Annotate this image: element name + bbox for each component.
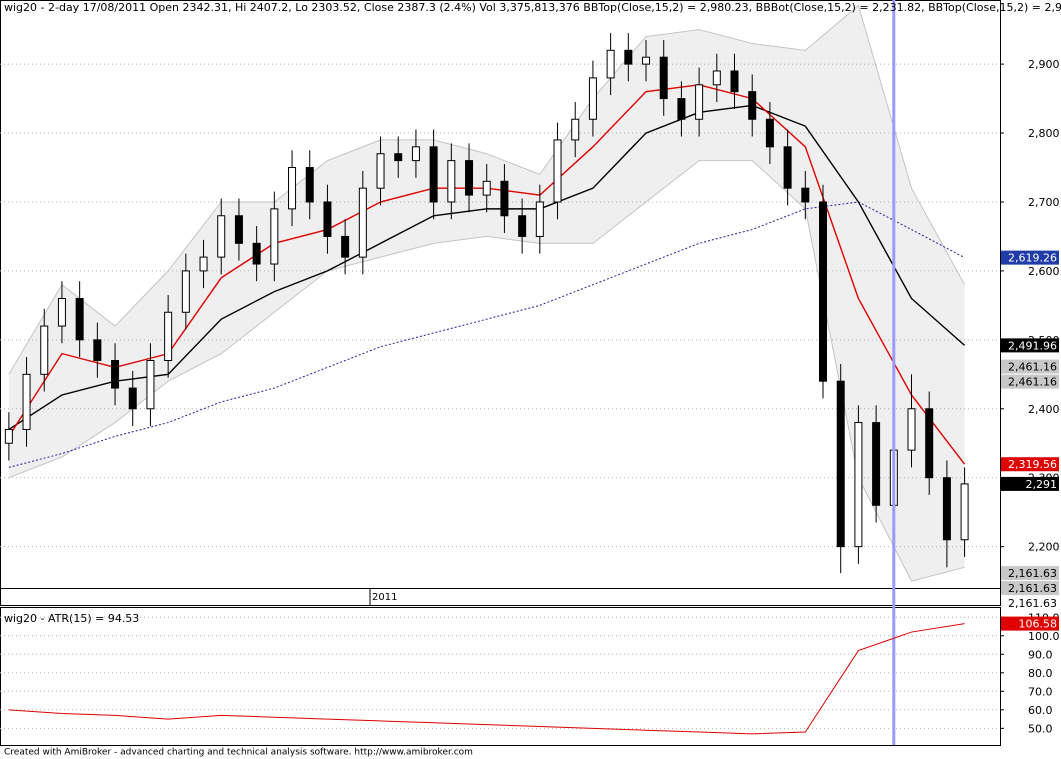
candle-body <box>217 215 226 258</box>
candle-body <box>358 187 367 258</box>
candle-body <box>518 215 527 237</box>
candle-body <box>659 56 668 100</box>
candle-body <box>323 201 332 237</box>
price-marker-label: 2,461.16 <box>1008 361 1057 374</box>
candle-body <box>819 201 828 382</box>
candle-body <box>22 373 31 430</box>
y-tick-label: 70.0 <box>1028 685 1053 698</box>
candle-body <box>571 118 580 141</box>
chart-title: wig20 - 2-day 17/08/2011 Open 2342.31, H… <box>4 1 1061 14</box>
candle-body <box>748 91 757 120</box>
x-axis-strip <box>0 588 1001 606</box>
price-marker <box>1001 616 1059 631</box>
candle-body <box>394 153 403 162</box>
candle-body <box>111 360 120 389</box>
candle-body <box>146 360 155 410</box>
price-marker-label: 2,461.16 <box>1008 376 1057 389</box>
price-marker <box>1001 457 1059 472</box>
candle-body <box>199 256 208 272</box>
candle-body <box>429 146 438 203</box>
price-marker <box>1001 374 1059 389</box>
footer: Created with AmiBroker - advanced charti… <box>4 748 473 758</box>
atr-line <box>8 623 965 735</box>
candle-body <box>588 77 597 120</box>
candle-body <box>164 311 173 362</box>
candle-body <box>234 215 243 244</box>
y-tick-label: 2,700 <box>1028 196 1060 209</box>
y-tick-label: 2,200 <box>1028 541 1060 554</box>
candle-body <box>128 387 137 410</box>
y-tick-label: 50.0 <box>1028 722 1053 735</box>
candle-body <box>925 408 934 479</box>
candle-body <box>376 153 385 189</box>
price-marker <box>1001 359 1059 374</box>
candle-body <box>4 428 13 444</box>
candle-body <box>447 160 456 203</box>
candle-body <box>960 483 969 541</box>
candle-body <box>907 408 916 451</box>
price-marker-label: 2,161.63 <box>1008 567 1057 580</box>
candle-body <box>942 477 951 541</box>
candle-body <box>695 84 704 120</box>
y-tick-label: 100.0 <box>1028 630 1060 643</box>
price-marker-label: 2,619.26 <box>1008 252 1057 265</box>
price-marker <box>1001 566 1059 581</box>
y-tick-label: 80.0 <box>1028 667 1053 680</box>
candle-body <box>288 167 297 210</box>
candle-body <box>765 118 774 148</box>
candle-body <box>57 297 66 327</box>
candle-body <box>553 139 562 203</box>
candle-body <box>181 270 190 313</box>
bollinger-band <box>8 5 965 582</box>
candle-body <box>642 56 651 65</box>
y-tick-label: 2,900 <box>1028 58 1060 71</box>
candle-body <box>93 339 102 362</box>
y-tick-label: 2,800 <box>1028 127 1060 140</box>
y-tick-label: 90.0 <box>1028 648 1053 661</box>
candle-body <box>341 235 350 258</box>
candle-body <box>305 167 314 203</box>
price-marker <box>1001 581 1059 596</box>
candle-body <box>677 98 686 120</box>
candle-body <box>801 187 810 203</box>
candle-body <box>872 422 881 506</box>
candle-body <box>40 325 49 375</box>
price-marker-label: 2,161.63 <box>1008 582 1057 595</box>
price-marker-label: 106.58 <box>1019 618 1058 631</box>
price-marker-label: 2,291 <box>1026 478 1058 491</box>
candle-body <box>270 208 279 265</box>
candle-body <box>252 242 261 265</box>
price-marker-label: 2,491.96 <box>1008 339 1057 352</box>
candle-body <box>411 146 420 162</box>
candle-body <box>783 146 792 189</box>
candle-body <box>75 297 84 341</box>
y-tick-label: 60.0 <box>1028 704 1053 717</box>
price-marker <box>1001 250 1059 265</box>
atr-frame <box>0 607 1001 746</box>
candle-body <box>606 49 615 79</box>
price-marker <box>1001 338 1059 353</box>
price-marker-label: 2,161.63 <box>1008 597 1057 610</box>
candle-body <box>624 49 633 65</box>
candle-body <box>535 201 544 237</box>
atr-title: wig20 - ATR(15) = 94.53 <box>4 612 139 625</box>
candle-body <box>500 180 509 217</box>
indicator-line <box>8 201 965 468</box>
candle-body <box>465 160 474 196</box>
y-tick-label: 2,400 <box>1028 403 1060 416</box>
candle-body <box>836 380 845 548</box>
candle-body <box>712 70 721 86</box>
candle-body <box>482 180 491 196</box>
price-marker <box>1001 596 1059 611</box>
price-marker <box>1001 476 1059 491</box>
price-marker-label: 2,319.56 <box>1008 458 1057 471</box>
x-annotation: 2011 <box>372 592 397 603</box>
y-tick-label: 2,600 <box>1028 265 1060 278</box>
candle-body <box>730 70 739 93</box>
candle-body <box>854 422 863 548</box>
